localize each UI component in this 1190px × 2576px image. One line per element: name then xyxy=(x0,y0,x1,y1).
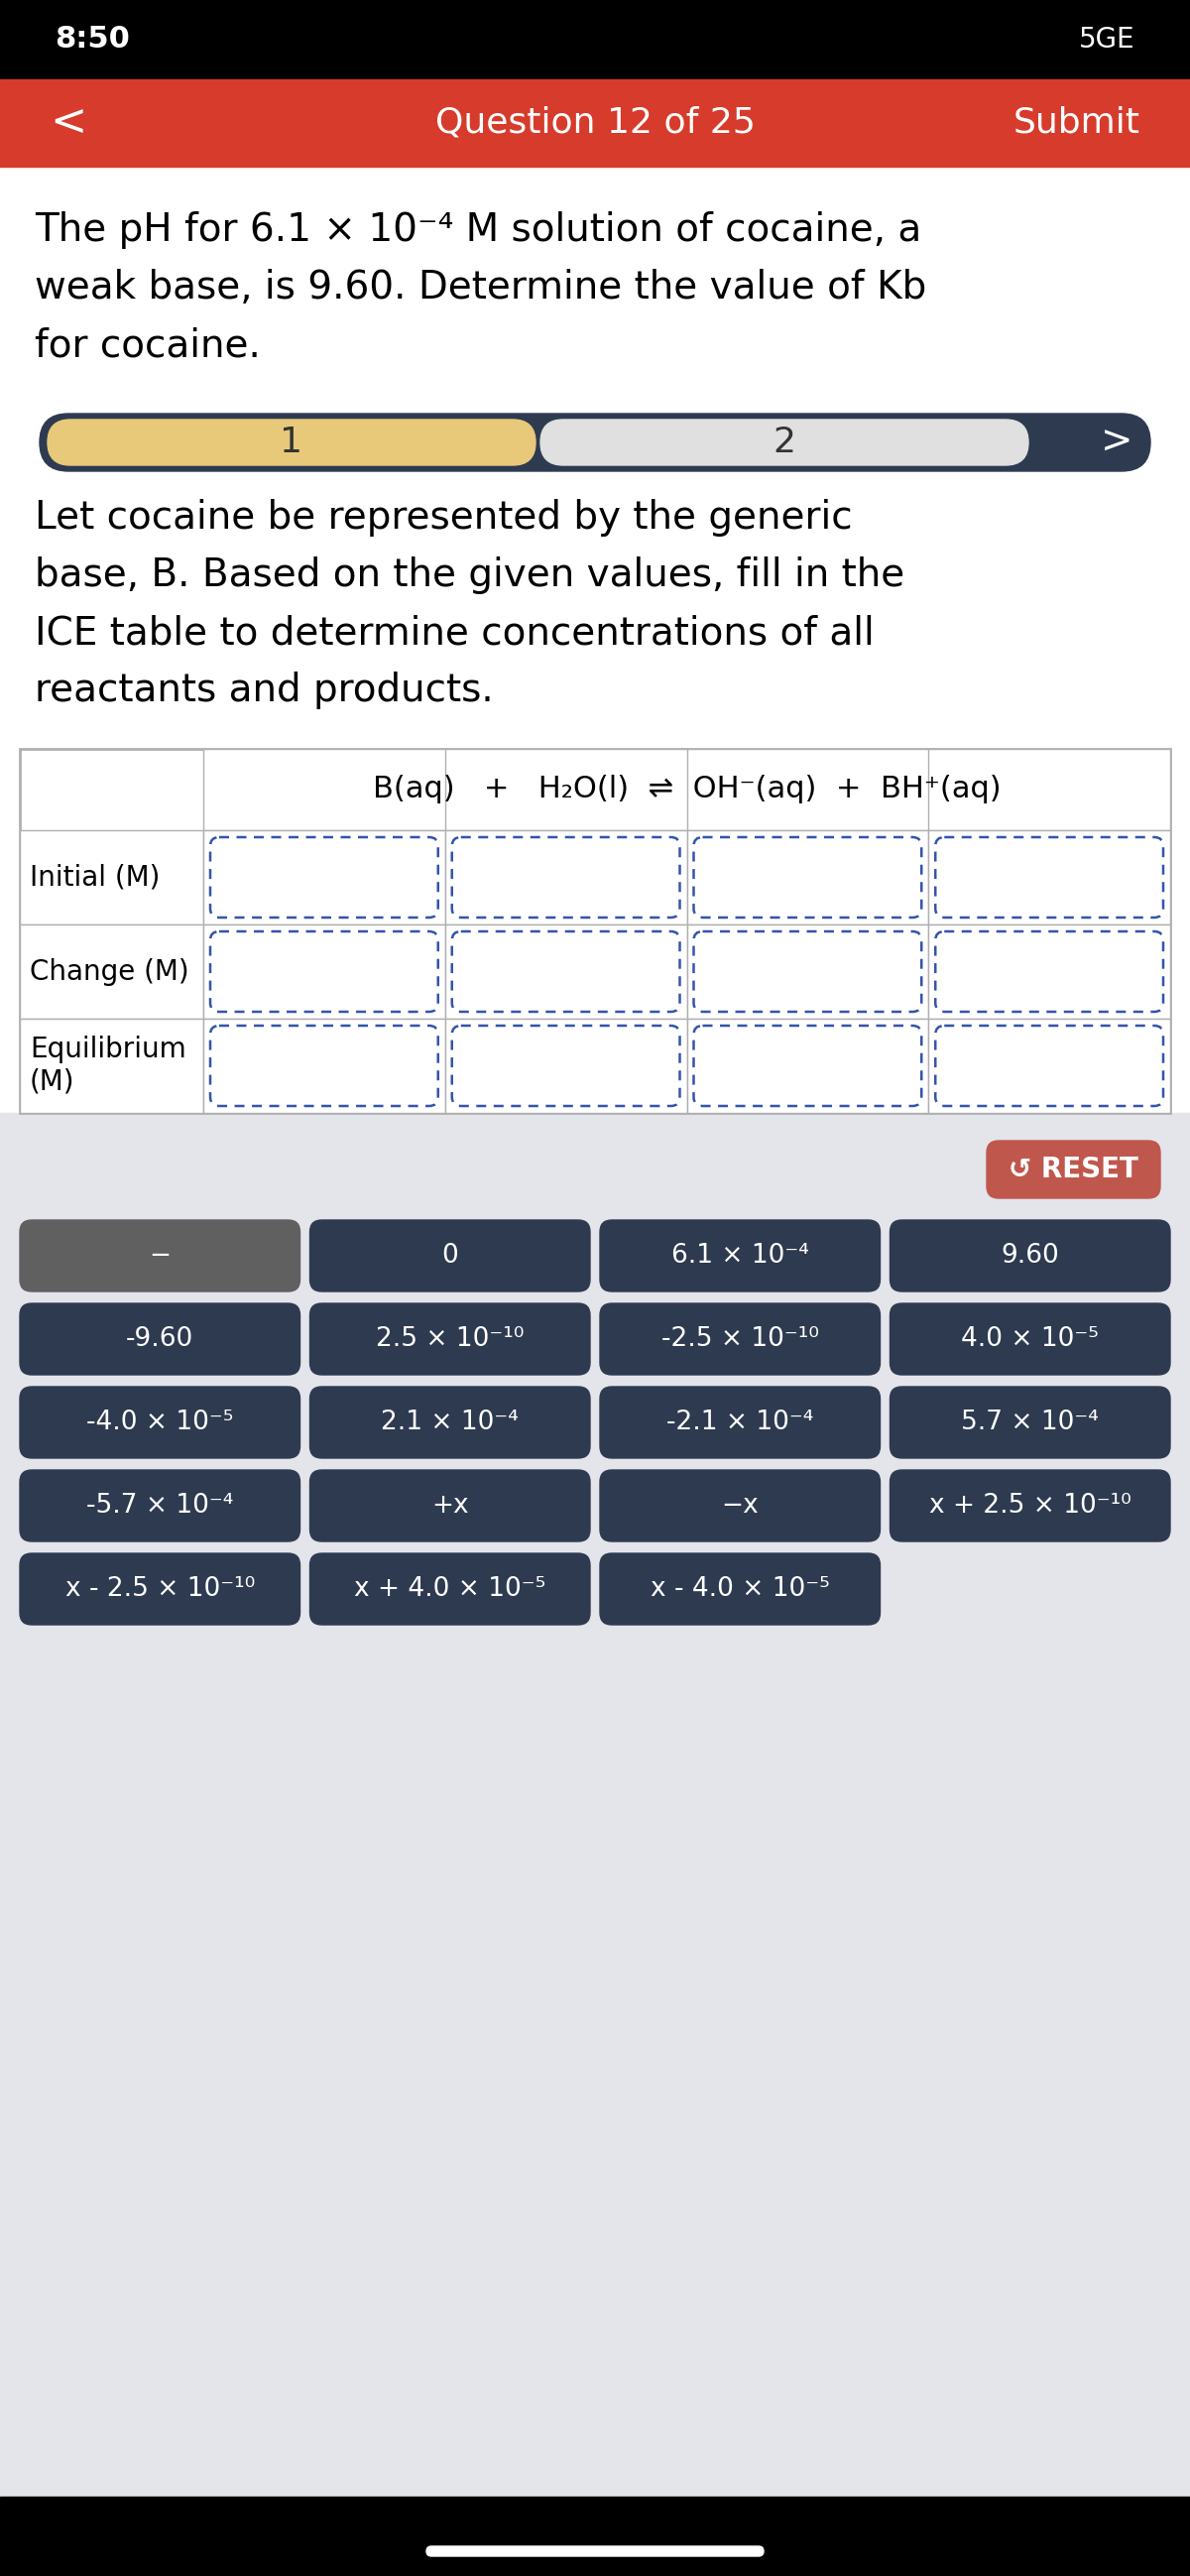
FancyBboxPatch shape xyxy=(600,1386,881,1458)
Text: 5GE: 5GE xyxy=(1079,26,1135,54)
FancyBboxPatch shape xyxy=(694,1025,921,1105)
FancyBboxPatch shape xyxy=(309,1386,590,1458)
FancyBboxPatch shape xyxy=(540,420,1028,466)
Text: −x: −x xyxy=(721,1494,759,1520)
Text: -2.1 × 10⁻⁴: -2.1 × 10⁻⁴ xyxy=(666,1409,814,1435)
FancyBboxPatch shape xyxy=(694,933,921,1012)
Text: -2.5 × 10⁻¹⁰: -2.5 × 10⁻¹⁰ xyxy=(662,1327,819,1352)
Bar xyxy=(203,925,445,1018)
FancyBboxPatch shape xyxy=(20,1553,300,1625)
Text: -4.0 × 10⁻⁵: -4.0 × 10⁻⁵ xyxy=(87,1409,233,1435)
Text: B(aq)   +   H₂O(l)  ⇌  OH⁻(aq)  +  BH⁺(aq): B(aq) + H₂O(l) ⇌ OH⁻(aq) + BH⁺(aq) xyxy=(372,775,1001,804)
FancyBboxPatch shape xyxy=(600,1221,881,1291)
FancyBboxPatch shape xyxy=(48,420,536,466)
Text: 6.1 × 10⁻⁴: 6.1 × 10⁻⁴ xyxy=(671,1242,809,1267)
Bar xyxy=(687,1018,928,1113)
Text: The pH for 6.1 × 10⁻⁴ M solution of cocaine, a: The pH for 6.1 × 10⁻⁴ M solution of coca… xyxy=(35,211,921,250)
Bar xyxy=(445,925,687,1018)
Bar xyxy=(203,829,445,925)
Text: x - 4.0 × 10⁻⁵: x - 4.0 × 10⁻⁵ xyxy=(651,1577,829,1602)
Text: 5.7 × 10⁻⁴: 5.7 × 10⁻⁴ xyxy=(962,1409,1098,1435)
Text: Initial (M): Initial (M) xyxy=(30,863,159,891)
FancyBboxPatch shape xyxy=(452,837,679,917)
Text: ↺ RESET: ↺ RESET xyxy=(1009,1157,1139,1182)
Bar xyxy=(928,829,1170,925)
FancyBboxPatch shape xyxy=(890,1221,1170,1291)
Text: base, B. Based on the given values, fill in the: base, B. Based on the given values, fill… xyxy=(35,556,904,595)
FancyBboxPatch shape xyxy=(600,1303,881,1376)
Bar xyxy=(0,0,1190,80)
Text: −: − xyxy=(149,1242,171,1267)
Text: -5.7 × 10⁻⁴: -5.7 × 10⁻⁴ xyxy=(87,1494,233,1520)
Bar xyxy=(928,925,1170,1018)
FancyBboxPatch shape xyxy=(426,2545,764,2555)
FancyBboxPatch shape xyxy=(309,1303,590,1376)
Text: 2.1 × 10⁻⁴: 2.1 × 10⁻⁴ xyxy=(381,1409,519,1435)
Text: 9.60: 9.60 xyxy=(1001,1242,1059,1267)
FancyBboxPatch shape xyxy=(452,1025,679,1105)
Text: >: > xyxy=(1101,422,1133,461)
Text: 2: 2 xyxy=(774,425,796,459)
FancyBboxPatch shape xyxy=(935,933,1164,1012)
FancyBboxPatch shape xyxy=(987,1141,1160,1198)
FancyBboxPatch shape xyxy=(20,1221,300,1291)
Text: Question 12 of 25: Question 12 of 25 xyxy=(434,106,756,139)
Text: weak base, is 9.60. Determine the value of Kb: weak base, is 9.60. Determine the value … xyxy=(35,268,927,307)
Bar xyxy=(0,1113,1190,2576)
FancyBboxPatch shape xyxy=(309,1553,590,1625)
Bar xyxy=(687,829,928,925)
Text: +x: +x xyxy=(431,1494,469,1520)
Bar xyxy=(20,750,1170,1113)
Text: Submit: Submit xyxy=(1014,106,1140,139)
FancyBboxPatch shape xyxy=(935,1025,1164,1105)
FancyBboxPatch shape xyxy=(600,1471,881,1540)
Bar xyxy=(445,1018,687,1113)
Text: Let cocaine be represented by the generic: Let cocaine be represented by the generi… xyxy=(35,500,852,536)
Text: ICE table to determine concentrations of all: ICE table to determine concentrations of… xyxy=(35,613,875,652)
Bar xyxy=(203,750,1170,829)
FancyBboxPatch shape xyxy=(452,933,679,1012)
Text: <: < xyxy=(50,100,87,144)
Bar xyxy=(20,829,203,925)
Bar xyxy=(0,80,1190,167)
FancyBboxPatch shape xyxy=(211,933,438,1012)
FancyBboxPatch shape xyxy=(20,1303,300,1376)
Bar xyxy=(928,1018,1170,1113)
Text: Change (M): Change (M) xyxy=(30,958,189,987)
Bar xyxy=(20,925,203,1018)
Text: x - 2.5 × 10⁻¹⁰: x - 2.5 × 10⁻¹⁰ xyxy=(65,1577,255,1602)
Text: x + 2.5 × 10⁻¹⁰: x + 2.5 × 10⁻¹⁰ xyxy=(929,1494,1132,1520)
FancyBboxPatch shape xyxy=(211,837,438,917)
FancyBboxPatch shape xyxy=(20,1471,300,1540)
Bar xyxy=(0,2496,1190,2576)
FancyBboxPatch shape xyxy=(39,415,1151,471)
Text: -9.60: -9.60 xyxy=(126,1327,194,1352)
Text: reactants and products.: reactants and products. xyxy=(35,672,494,708)
Text: for cocaine.: for cocaine. xyxy=(35,327,261,363)
Text: 2.5 × 10⁻¹⁰: 2.5 × 10⁻¹⁰ xyxy=(376,1327,524,1352)
Bar xyxy=(445,829,687,925)
FancyBboxPatch shape xyxy=(890,1471,1170,1540)
FancyBboxPatch shape xyxy=(309,1221,590,1291)
FancyBboxPatch shape xyxy=(211,1025,438,1105)
Text: 1: 1 xyxy=(280,425,303,459)
FancyBboxPatch shape xyxy=(694,837,921,917)
Text: 0: 0 xyxy=(441,1242,458,1267)
FancyBboxPatch shape xyxy=(600,1553,881,1625)
Text: x + 4.0 × 10⁻⁵: x + 4.0 × 10⁻⁵ xyxy=(355,1577,546,1602)
FancyBboxPatch shape xyxy=(890,1386,1170,1458)
Bar xyxy=(203,1018,445,1113)
FancyBboxPatch shape xyxy=(309,1471,590,1540)
Text: 4.0 × 10⁻⁵: 4.0 × 10⁻⁵ xyxy=(962,1327,1098,1352)
Text: 8:50: 8:50 xyxy=(55,26,130,54)
Text: Equilibrium
(M): Equilibrium (M) xyxy=(30,1036,186,1095)
Bar xyxy=(20,1018,203,1113)
FancyBboxPatch shape xyxy=(890,1303,1170,1376)
Bar xyxy=(687,925,928,1018)
FancyBboxPatch shape xyxy=(20,1386,300,1458)
FancyBboxPatch shape xyxy=(935,837,1164,917)
